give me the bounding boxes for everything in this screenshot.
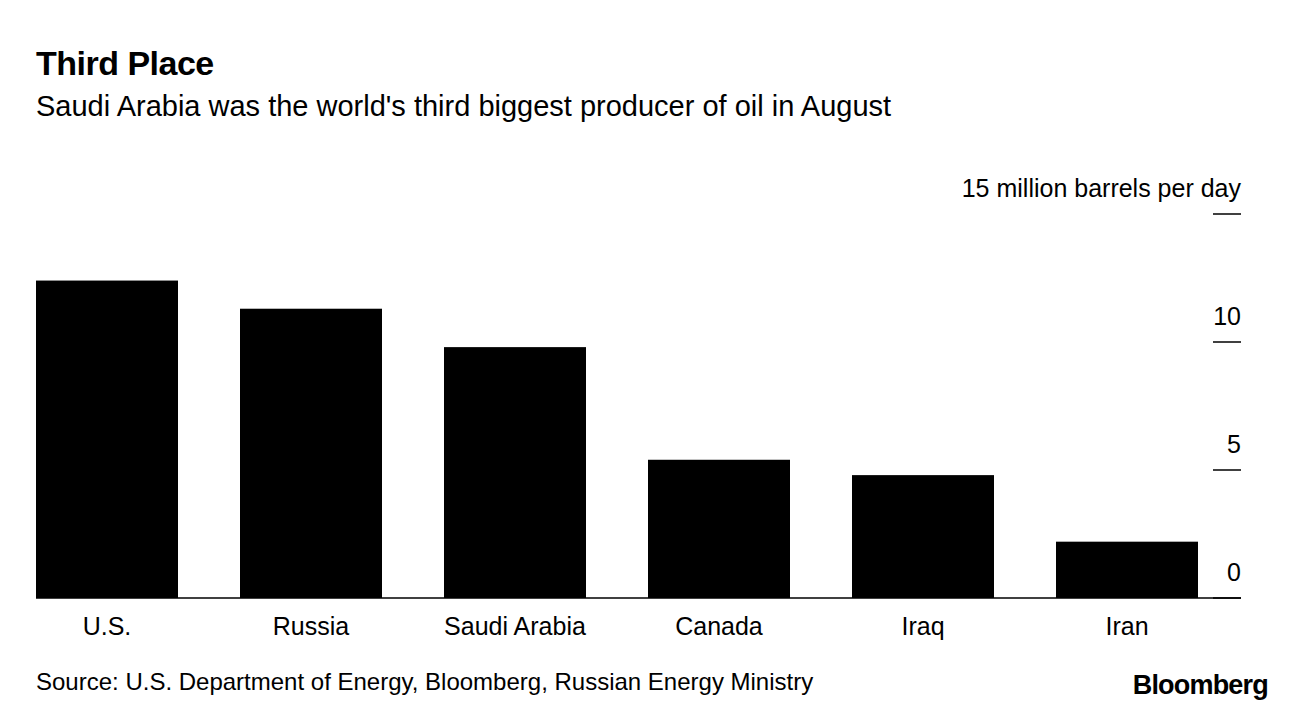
bar <box>36 281 178 598</box>
x-tick-label: Iran <box>1105 612 1148 640</box>
y-tick-label: 10 <box>1213 302 1241 330</box>
brand: Bloomberg <box>1133 670 1268 700</box>
y-tick-label: 0 <box>1227 558 1241 586</box>
title: Third Place <box>36 44 214 82</box>
y-axis-range <box>1241 214 1242 598</box>
bars <box>36 281 1198 598</box>
subtitle: Saudi Arabia was the world's third bigge… <box>36 90 891 122</box>
chart: Third Place Saudi Arabia was the world's … <box>0 0 1296 710</box>
x-tick-label: U.S. <box>83 612 132 640</box>
bar <box>444 347 586 598</box>
x-axis-line <box>36 597 1241 599</box>
y-tick <box>1213 469 1241 471</box>
y-tick <box>1213 341 1241 343</box>
y-tick-label: 15 million barrels per day <box>962 174 1242 202</box>
y-tick-label: 5 <box>1227 430 1241 458</box>
y-tick <box>1213 213 1241 215</box>
bar <box>852 475 994 598</box>
x-tick-label: Iraq <box>901 612 944 640</box>
bar <box>1056 542 1198 598</box>
bar <box>240 309 382 598</box>
x-tick-label: Russia <box>273 612 350 640</box>
x-tick-label: Saudi Arabia <box>444 612 586 640</box>
x-tick-label: Canada <box>675 612 763 640</box>
y-tick <box>1213 597 1241 599</box>
bar <box>648 460 790 598</box>
source: Source: U.S. Department of Energy, Bloom… <box>36 668 813 695</box>
